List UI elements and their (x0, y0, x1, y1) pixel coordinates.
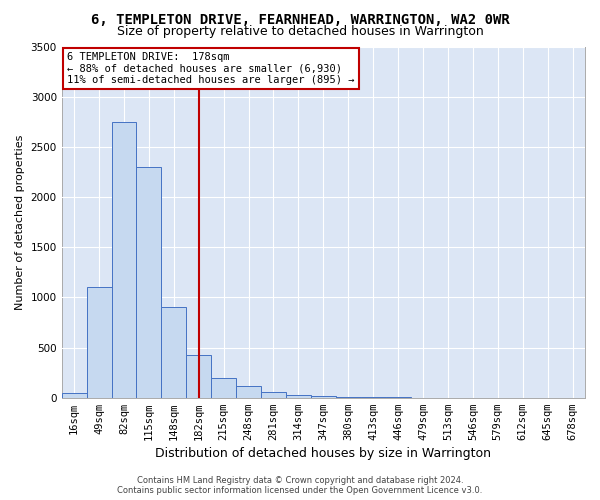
Bar (361, 397, 386, 398)
X-axis label: Distribution of detached houses by size in Warrington: Distribution of detached houses by size … (155, 447, 491, 460)
Text: 6 TEMPLETON DRIVE:  178sqm
← 88% of detached houses are smaller (6,930)
11% of s: 6 TEMPLETON DRIVE: 178sqm ← 88% of detac… (67, 52, 355, 85)
Bar (336, 397, 361, 398)
Text: 6, TEMPLETON DRIVE, FEARNHEAD, WARRINGTON, WA2 0WR: 6, TEMPLETON DRIVE, FEARNHEAD, WARRINGTO… (91, 12, 509, 26)
Bar (86, 288, 112, 398)
Bar (261, 392, 286, 398)
Bar (211, 378, 236, 398)
Bar (311, 396, 336, 398)
Bar (161, 308, 186, 398)
Bar (186, 354, 211, 398)
Bar (136, 167, 161, 398)
Bar (236, 386, 261, 398)
Y-axis label: Number of detached properties: Number of detached properties (15, 134, 25, 310)
Bar (112, 122, 136, 398)
Text: Size of property relative to detached houses in Warrington: Size of property relative to detached ho… (116, 25, 484, 38)
Bar (286, 394, 311, 398)
Text: Contains HM Land Registry data © Crown copyright and database right 2024.
Contai: Contains HM Land Registry data © Crown c… (118, 476, 482, 495)
Bar (62, 392, 86, 398)
